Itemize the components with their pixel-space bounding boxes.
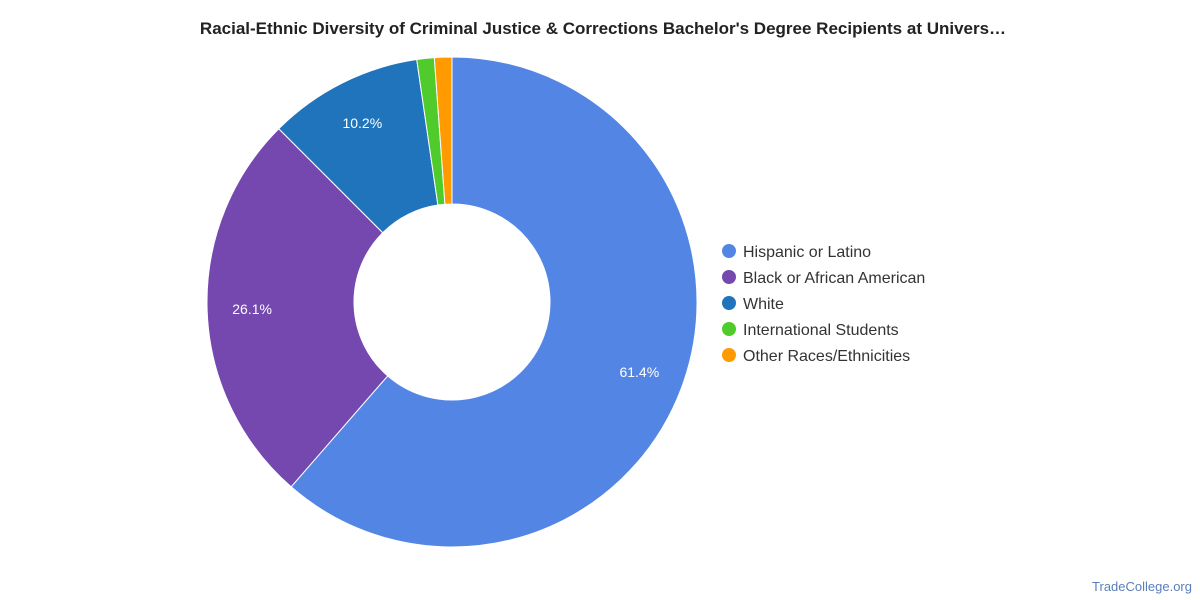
legend: Hispanic or Latino Black or African Ameri… (722, 244, 925, 365)
legend-item-label[interactable]: Hispanic or Latino (743, 244, 871, 261)
slice-white[interactable] (278, 58, 439, 234)
legend-item-label[interactable]: White (743, 296, 784, 313)
legend-item-label[interactable]: International Students (743, 322, 899, 339)
legend-item-label[interactable]: Black or African American (743, 270, 925, 287)
slice-labels: 61.4% 26.1% 10.2% (232, 115, 659, 380)
slice-value-label: 26.1% (232, 301, 272, 317)
legend-swatch (722, 296, 736, 310)
legend-item-label[interactable]: Other Races/Ethnicities (743, 348, 910, 365)
slice-hispanic-or-latino[interactable] (290, 56, 698, 548)
source-credit[interactable]: TradeCollege.org (1092, 579, 1192, 594)
legend-swatch (722, 244, 736, 258)
legend-swatch (722, 348, 736, 362)
slice-other-races-ethnicities[interactable] (433, 56, 453, 205)
legend-swatch (722, 322, 736, 336)
donut-slices (206, 56, 698, 548)
chart-title: Racial-Ethnic Diversity of Criminal Just… (200, 19, 1006, 38)
legend-swatch (722, 270, 736, 284)
slice-value-label: 10.2% (342, 115, 382, 131)
slice-black-or-african-american[interactable] (206, 128, 389, 488)
slice-value-label: 61.4% (619, 364, 659, 380)
